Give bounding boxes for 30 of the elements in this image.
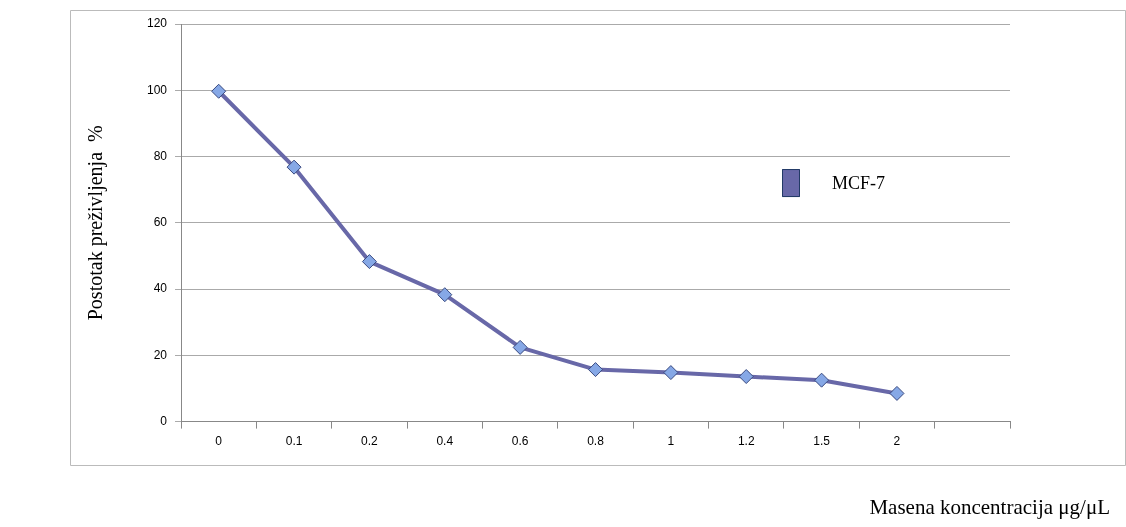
x-tick-label: 0.2	[361, 434, 379, 449]
y-tick-label: 80	[153, 148, 168, 163]
x-tick-label: 0.6	[511, 434, 529, 449]
x-tick-label: 1.2	[737, 434, 755, 449]
x-tick-label: 2	[893, 434, 901, 449]
point	[738, 369, 754, 385]
point	[663, 365, 679, 381]
x-tick-label: 1.5	[813, 434, 831, 449]
x-tick-label: 0.8	[587, 434, 605, 449]
point	[512, 339, 528, 355]
x-tick-label: 0.1	[285, 434, 303, 449]
y-axis-title: Postotak preživljenja %	[84, 125, 108, 321]
y-tick-label: 120	[146, 16, 168, 31]
point	[588, 362, 604, 378]
point	[814, 372, 830, 388]
x-tick-label: 0	[215, 434, 223, 449]
y-tick-label: 0	[160, 413, 168, 428]
x-tick-label: 0.4	[436, 434, 454, 449]
point	[211, 83, 227, 99]
y-tick-label: 40	[153, 281, 168, 296]
legend-label: MCF-7	[832, 172, 886, 193]
y-tick-label: 20	[153, 347, 168, 362]
point	[286, 159, 302, 175]
point	[437, 287, 453, 303]
y-tick-label: 60	[153, 215, 168, 230]
point	[361, 254, 377, 270]
y-tick-label: 100	[146, 82, 168, 97]
point	[889, 385, 905, 401]
x-axis-title: Masena koncentracija μg/μL	[869, 494, 1110, 519]
x-tick-label: 1	[667, 434, 675, 449]
